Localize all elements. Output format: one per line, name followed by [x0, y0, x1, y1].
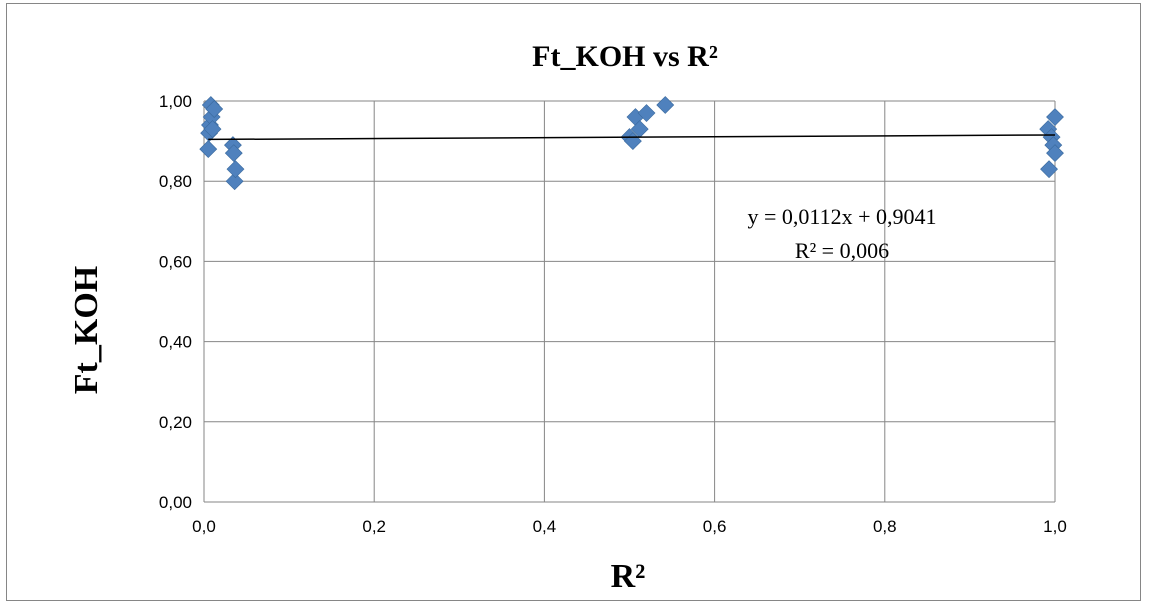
data-point	[1046, 108, 1064, 126]
grid	[203, 100, 1056, 503]
data-point	[224, 144, 243, 163]
trendline-group	[208, 134, 1056, 141]
y-tick-label: 0,40	[159, 333, 192, 352]
y-tick-label: 0,20	[159, 413, 192, 432]
x-tick-label: 0,8	[873, 517, 897, 536]
data-point	[226, 160, 245, 179]
chart-frame	[6, 3, 1141, 601]
y-tick-label: 0,00	[159, 493, 192, 512]
y-tick-label: 0,80	[159, 172, 192, 191]
trendline	[208, 134, 1056, 141]
data-point	[656, 96, 675, 114]
chart-title: Ft_KOH vs R²	[532, 40, 718, 73]
data-point	[1046, 144, 1064, 163]
data-point	[1040, 160, 1058, 179]
x-tick-label: 1,0	[1043, 517, 1067, 536]
x-tick-label: 0,4	[533, 517, 557, 536]
data-point	[199, 140, 218, 159]
x-axis-title: R²	[611, 558, 646, 595]
x-tick-label: 0,2	[362, 517, 386, 536]
x-tick-label: 0,0	[192, 517, 216, 536]
data-point	[203, 120, 222, 138]
y-tick-label: 0,60	[159, 252, 192, 271]
data-points	[199, 96, 1064, 191]
data-point	[205, 100, 224, 118]
y-tick-label: 1,00	[159, 92, 192, 111]
y-axis-title: Ft_KOH	[68, 266, 105, 394]
data-point	[637, 104, 656, 122]
x-tick-label: 0,6	[703, 517, 727, 536]
data-point	[225, 172, 244, 191]
trendline-r-squared: R² = 0,006	[795, 238, 889, 263]
tick-labels: 0,00 0,20 0,40 0,60 0,80 1,00 0,0 0,2 0,4 0,6 0,8 1…	[159, 92, 1067, 536]
trendline-equation: y = 0,0112x + 0,9041	[748, 204, 937, 229]
